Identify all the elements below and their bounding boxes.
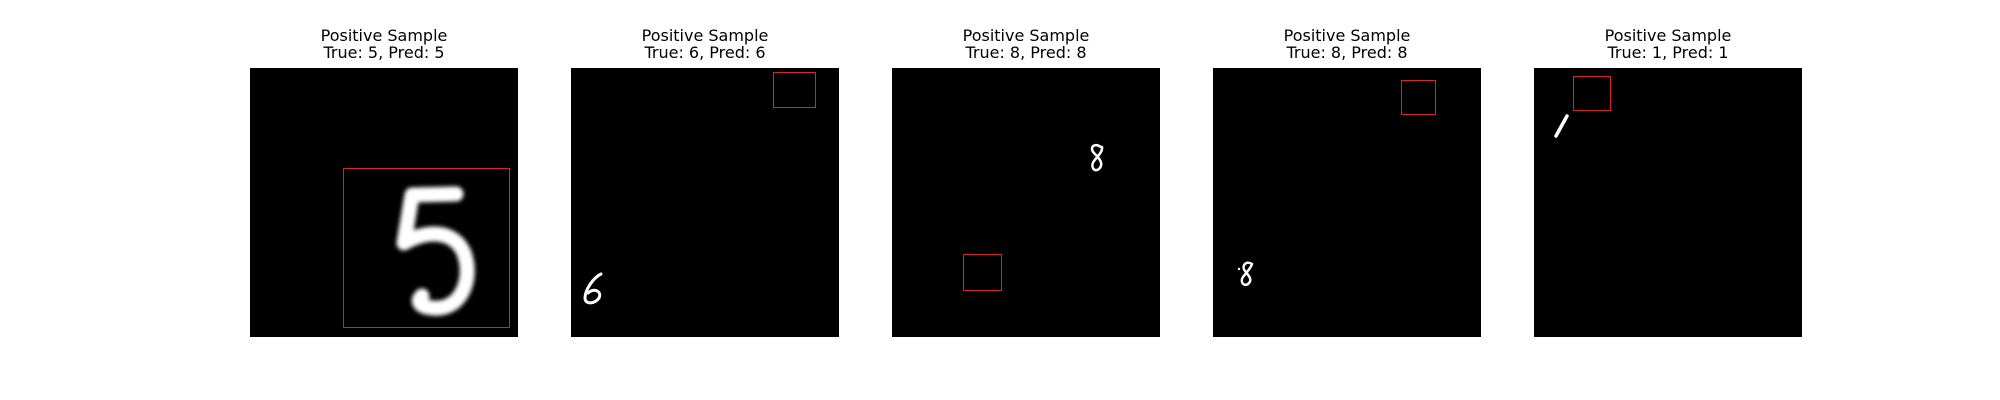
sample-panel: Positive Sample True: 8, Pred: 8 (1213, 0, 1481, 400)
digit-image (1213, 68, 1481, 337)
digit-image (250, 68, 518, 337)
panel-subtitle: True: 6, Pred: 6 (644, 43, 766, 62)
digit-1-glyph (1554, 114, 1569, 138)
panel-title: Positive Sample (1604, 26, 1732, 45)
digit-image (892, 68, 1160, 337)
detection-box (773, 72, 816, 108)
detection-box (343, 168, 510, 328)
digit-8-glyph (1090, 143, 1104, 172)
panel-title: Positive Sample (1283, 26, 1411, 45)
digit-8-glyph (1237, 261, 1254, 286)
panel-title: Positive Sample (641, 26, 769, 45)
detection-box (1573, 76, 1611, 111)
detection-box (963, 254, 1002, 291)
panel-title: Positive Sample (320, 26, 448, 45)
sample-panel: Positive Sample True: 5, Pred: 5 (250, 0, 518, 400)
digit-5-glyph (396, 186, 475, 316)
digit-6-glyph (583, 272, 603, 305)
panel-subtitle: True: 5, Pred: 5 (323, 43, 445, 62)
panel-subtitle: True: 8, Pred: 8 (965, 43, 1087, 62)
sample-panel: Positive Sample True: 6, Pred: 6 (571, 0, 839, 400)
sample-panel: Positive Sample True: 8, Pred: 8 (892, 0, 1160, 400)
panel-subtitle: True: 8, Pred: 8 (1286, 43, 1408, 62)
sample-panel: Positive Sample True: 1, Pred: 1 (1534, 0, 1802, 400)
panel-subtitle: True: 1, Pred: 1 (1607, 43, 1729, 62)
panel-title: Positive Sample (962, 26, 1090, 45)
detection-box (1401, 80, 1436, 115)
digit-image (1534, 68, 1802, 337)
digit-image (571, 68, 839, 337)
